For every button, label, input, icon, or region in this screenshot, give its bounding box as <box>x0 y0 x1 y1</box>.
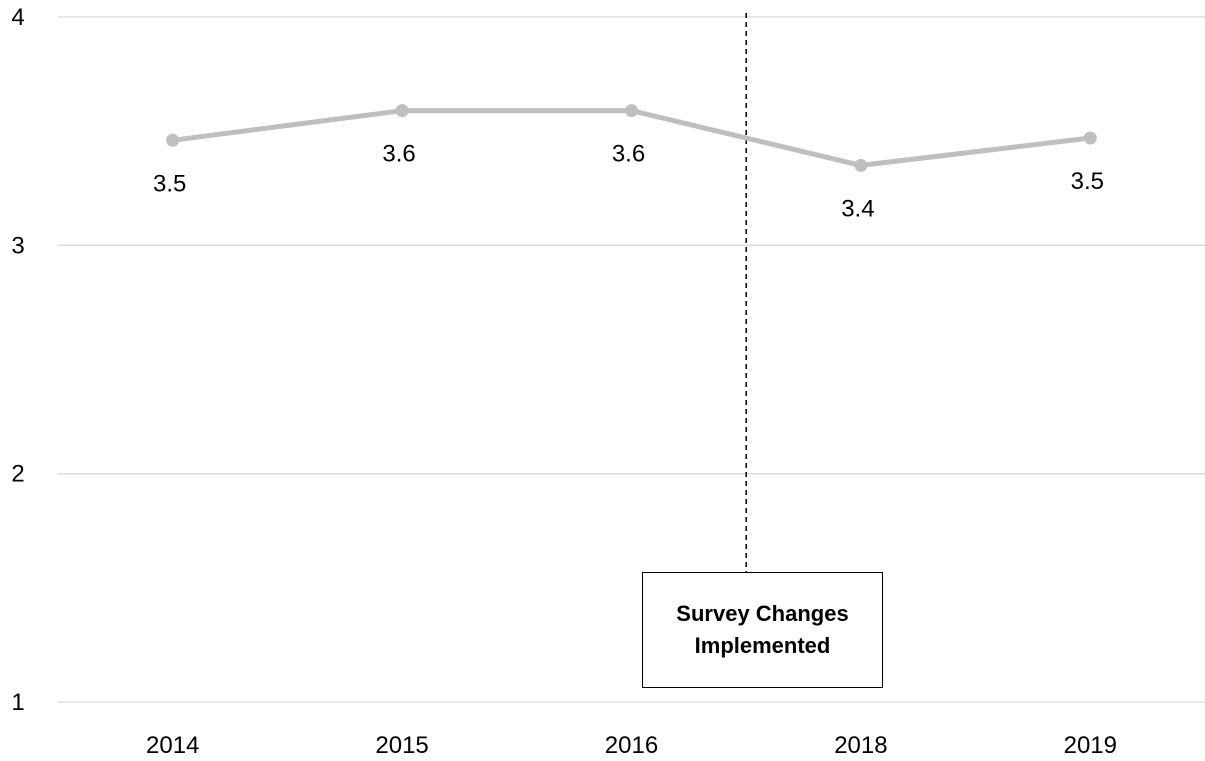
data-point <box>166 133 180 147</box>
x-tick-label: 2016 <box>605 732 658 759</box>
x-tick-label: 2014 <box>146 732 199 759</box>
data-label: 3.6 <box>612 141 645 168</box>
data-point <box>854 158 868 172</box>
gridlines <box>58 16 1205 703</box>
series-group <box>166 104 1097 172</box>
data-point <box>1083 131 1097 145</box>
x-tick-label: 2015 <box>375 732 428 759</box>
data-point <box>625 104 638 118</box>
data-label: 3.5 <box>1071 168 1104 195</box>
data-labels: 3.5 3.6 3.6 3.4 3.5 <box>153 141 1104 223</box>
y-tick-label: 2 <box>11 461 24 488</box>
data-label: 3.5 <box>153 170 186 197</box>
y-tick-label: 3 <box>11 232 24 259</box>
x-tick-label: 2018 <box>834 732 887 759</box>
y-tick-label: 1 <box>11 689 24 716</box>
data-point <box>395 104 409 118</box>
data-label: 3.6 <box>382 141 415 168</box>
annotation-box: Survey Changes Implemented <box>642 572 883 688</box>
annotation-text: Survey Changes Implemented <box>676 601 849 658</box>
y-tick-label: 4 <box>11 4 24 31</box>
y-axis-ticks: 1 2 3 4 <box>11 4 24 716</box>
data-label: 3.4 <box>841 195 874 222</box>
x-axis-ticks: 2014 2015 2016 2018 2019 <box>146 732 1117 759</box>
x-tick-label: 2019 <box>1064 732 1117 759</box>
